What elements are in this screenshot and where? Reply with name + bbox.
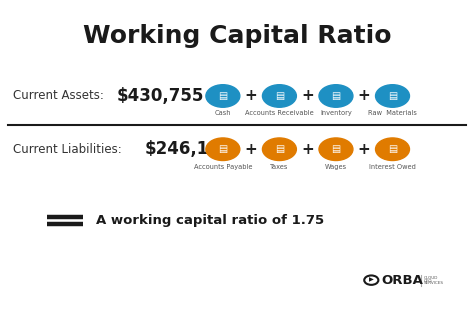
- Text: SERVICES: SERVICES: [424, 281, 444, 285]
- Text: ▤: ▤: [275, 91, 284, 101]
- Text: ▤: ▤: [331, 144, 341, 154]
- Circle shape: [263, 138, 296, 161]
- Circle shape: [319, 138, 353, 161]
- Circle shape: [375, 85, 410, 107]
- Circle shape: [206, 85, 240, 107]
- Text: +: +: [301, 88, 314, 103]
- Text: Wages: Wages: [325, 164, 347, 170]
- Text: Accounts Receivable: Accounts Receivable: [245, 110, 314, 116]
- Text: Interest Owed: Interest Owed: [369, 164, 416, 170]
- Text: $246,146: $246,146: [145, 140, 232, 158]
- Text: Taxes: Taxes: [270, 164, 289, 170]
- Text: Current Liabilities:: Current Liabilities:: [13, 143, 122, 156]
- Circle shape: [375, 138, 410, 161]
- Text: ▤: ▤: [275, 144, 284, 154]
- Text: Cash: Cash: [215, 110, 231, 116]
- Text: Working Capital Ratio: Working Capital Ratio: [83, 24, 391, 48]
- Text: +: +: [245, 88, 257, 103]
- Text: $430,755: $430,755: [117, 87, 204, 105]
- Text: +: +: [358, 142, 371, 157]
- Text: ▶: ▶: [369, 278, 374, 283]
- Text: ▤: ▤: [388, 144, 397, 154]
- Circle shape: [263, 85, 296, 107]
- Text: +: +: [245, 142, 257, 157]
- Text: Current Assets:: Current Assets:: [13, 89, 104, 102]
- Text: CFO: CFO: [424, 279, 433, 283]
- Text: +: +: [358, 88, 371, 103]
- Circle shape: [206, 138, 240, 161]
- Text: Inventory: Inventory: [320, 110, 352, 116]
- Text: Raw  Materials: Raw Materials: [368, 110, 417, 116]
- Text: ORBA: ORBA: [382, 274, 424, 287]
- Text: ▤: ▤: [331, 91, 341, 101]
- Text: CLOUD: CLOUD: [424, 276, 438, 280]
- Text: Accounts Payable: Accounts Payable: [193, 164, 252, 170]
- Text: ▤: ▤: [388, 91, 397, 101]
- Text: A working capital ratio of 1.75: A working capital ratio of 1.75: [96, 214, 324, 227]
- Text: +: +: [301, 142, 314, 157]
- Circle shape: [319, 85, 353, 107]
- Text: ▤: ▤: [218, 144, 228, 154]
- Text: ▤: ▤: [218, 91, 228, 101]
